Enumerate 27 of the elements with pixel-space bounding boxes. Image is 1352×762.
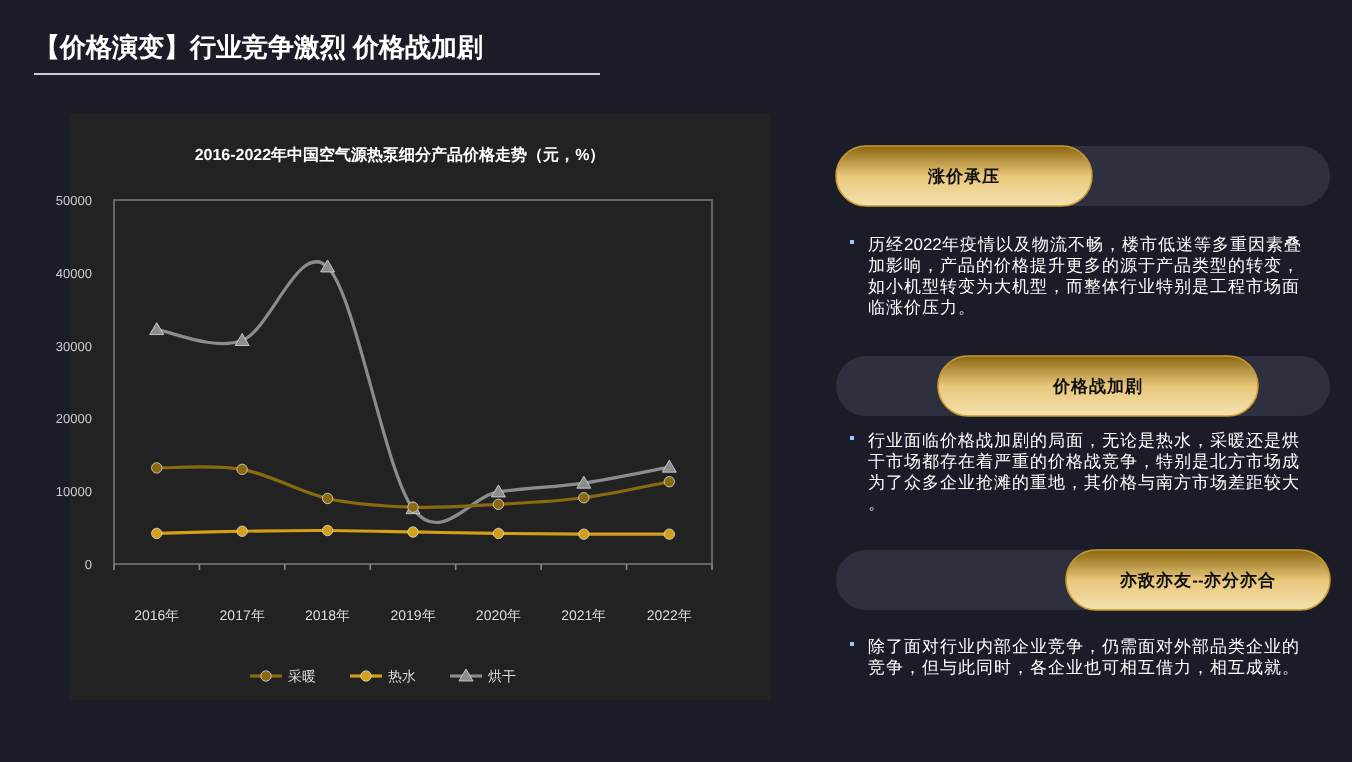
point xyxy=(151,462,163,474)
point xyxy=(321,524,334,537)
chart-title: 2016-2022年中国空气源热泵细分产品价格走势（元，%） xyxy=(194,144,606,164)
point xyxy=(578,492,590,504)
point xyxy=(151,527,163,540)
text: 历经2022年疫情以及物流不畅，楼市低迷等多重因素叠加影响，产品的价格提升更多的源于产品类型的转变，如小机型转变为大机型，而整体行业特别是工程市场面临涨价压力。 xyxy=(868,234,1302,317)
text: 价格战加剧 xyxy=(1051,376,1143,396)
text: 【价格演变】行业竞争激烈 价格战加剧 xyxy=(34,32,484,62)
point xyxy=(578,528,590,540)
point xyxy=(492,527,505,540)
point xyxy=(236,525,248,537)
point xyxy=(236,463,248,475)
point xyxy=(149,322,165,335)
text: 除了面对行业内部企业竞争，仍需面对外部品类企业的竞争，但与此同时，各企业也可相互借力，相互成就。 xyxy=(868,636,1300,677)
point xyxy=(407,526,419,538)
point xyxy=(491,484,506,498)
point xyxy=(234,333,250,346)
point xyxy=(576,475,592,489)
point xyxy=(661,459,677,473)
text: 涨价承压 xyxy=(926,166,1000,186)
text: 亦敌亦友--亦分亦合 xyxy=(1118,570,1278,590)
point xyxy=(321,492,334,505)
point xyxy=(663,476,675,488)
point xyxy=(492,498,505,510)
point xyxy=(320,259,335,273)
text: 行业面临价格战加剧的局面，无论是热水，采暖还是烘干市场都存在着严重的价格战竞争，特别是北方市场成为了众多企业抢滩的重地，其价格与南方市场差距较大。 xyxy=(868,430,1300,513)
point xyxy=(663,528,675,540)
